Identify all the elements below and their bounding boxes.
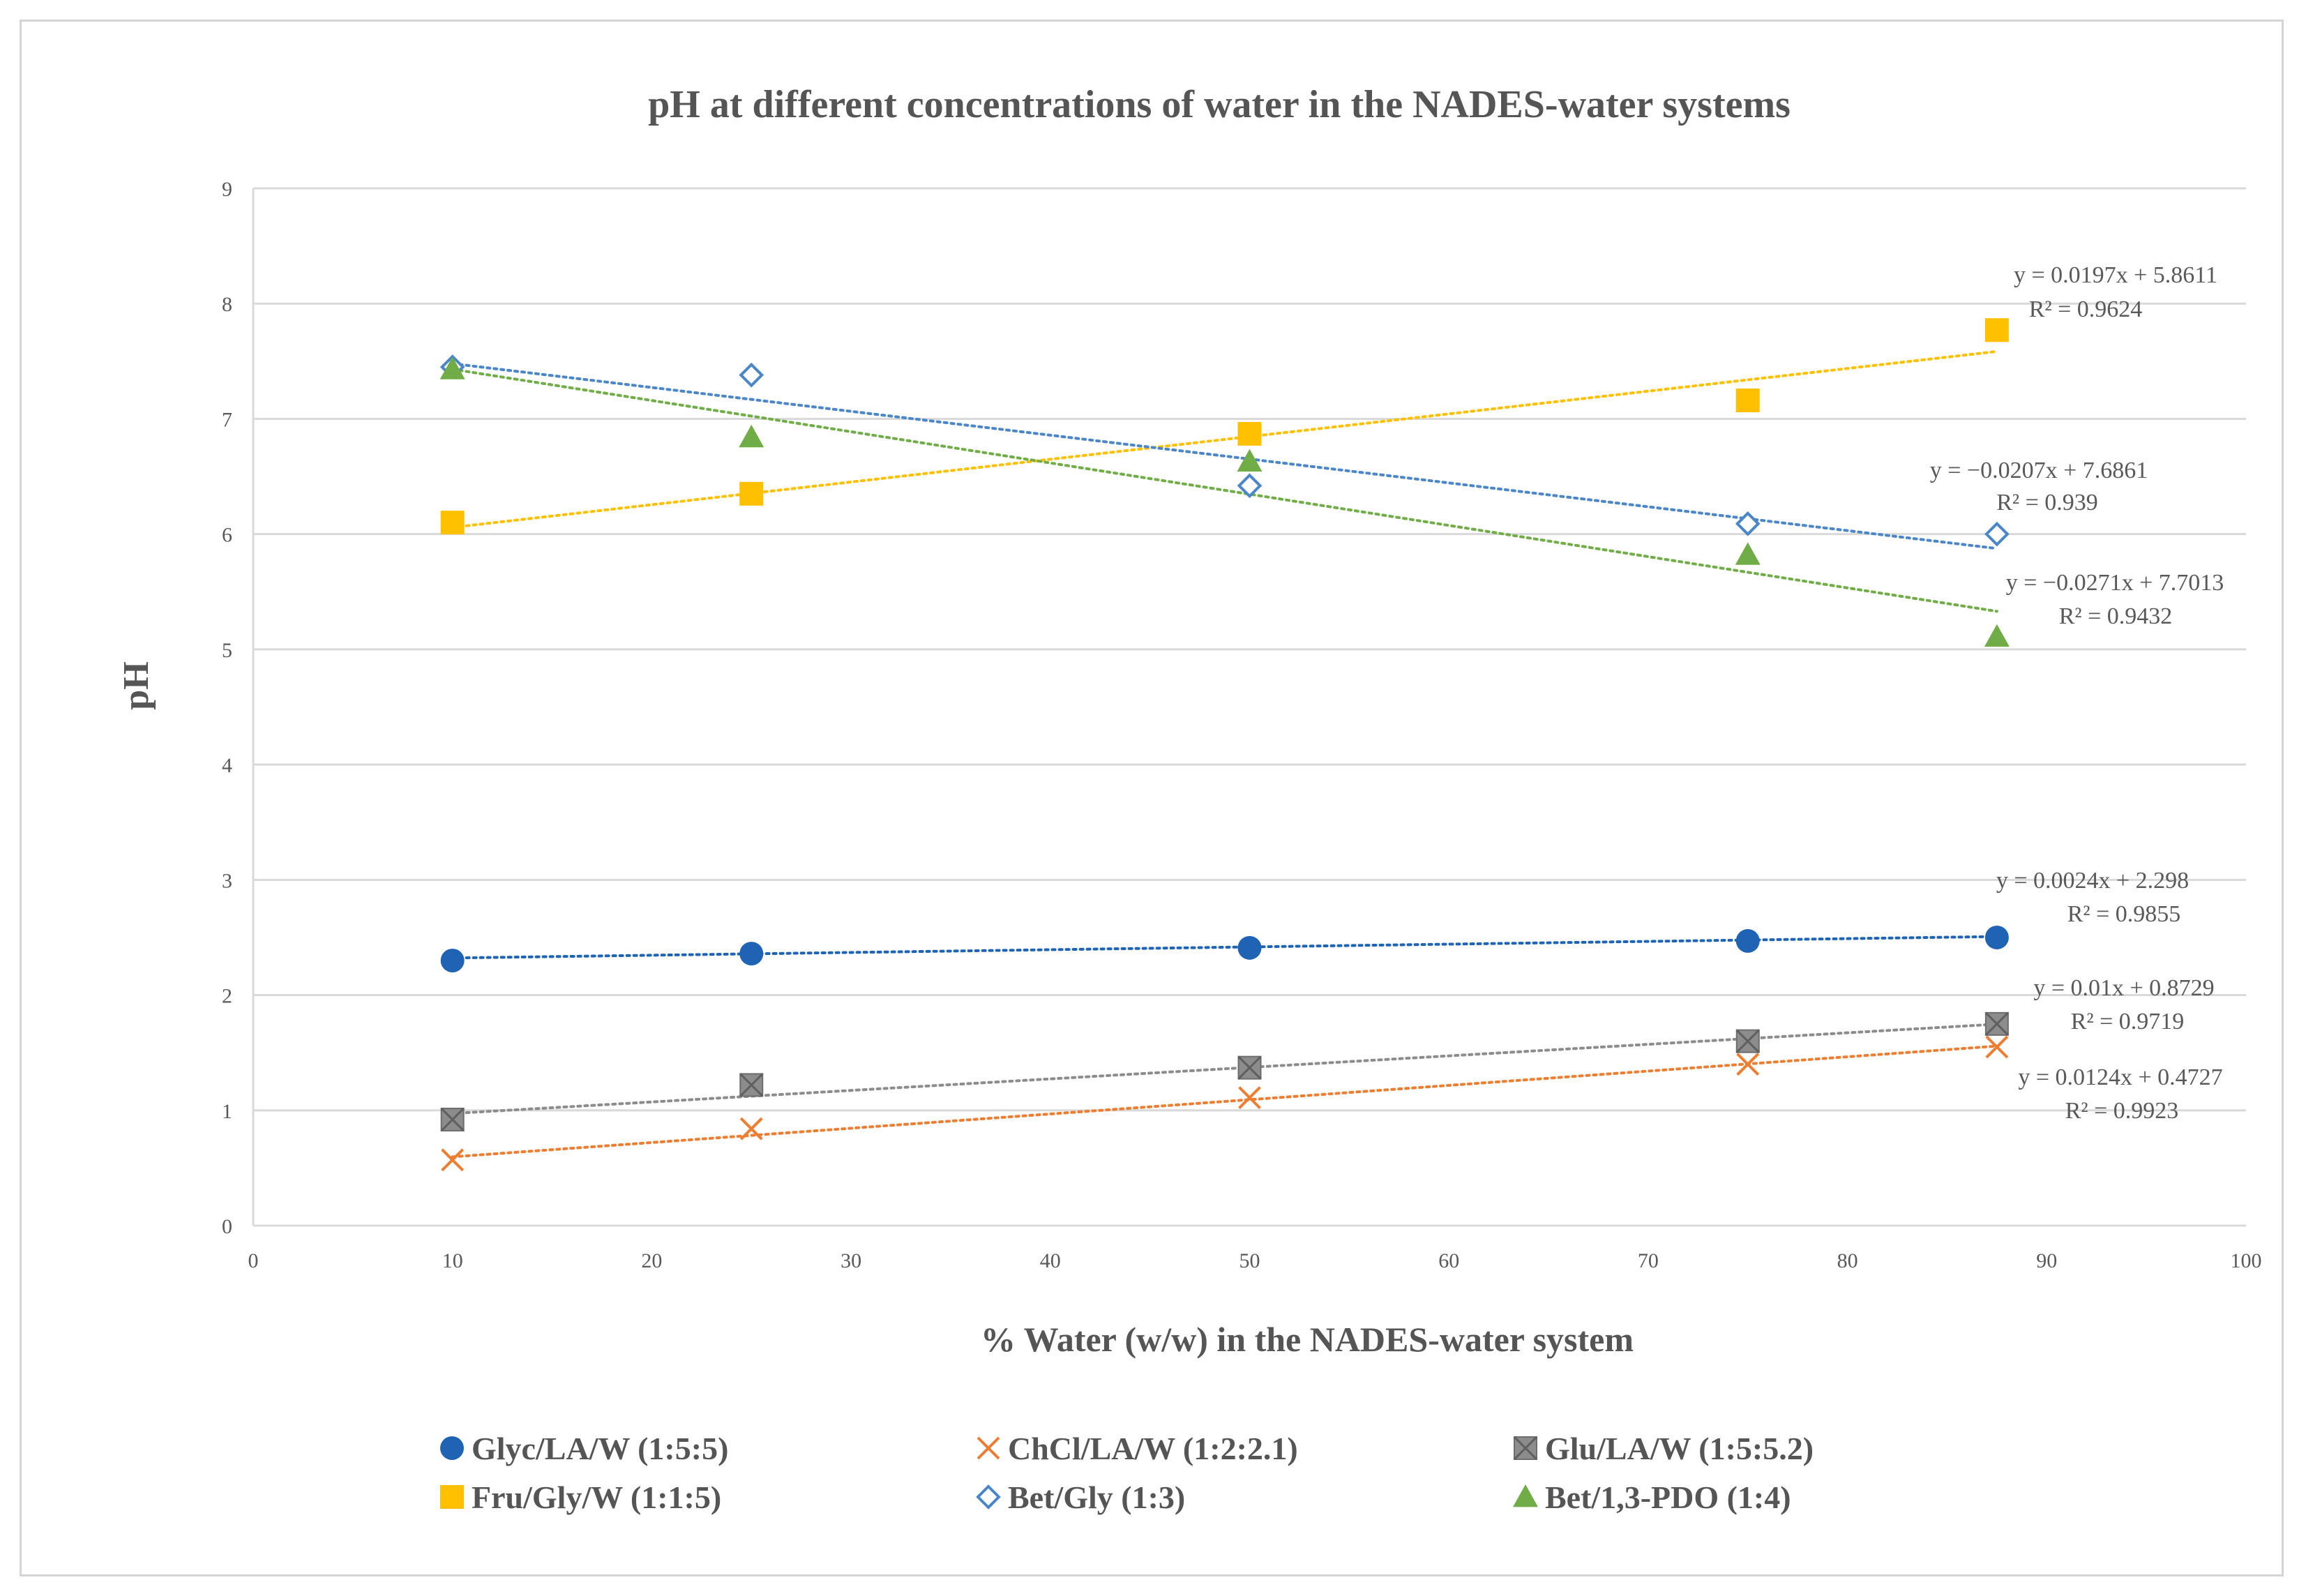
legend-marker: [440, 1436, 464, 1460]
x-axis-label: % Water (w/w) in the NADES-water system: [981, 1320, 1634, 1359]
legend: Glyc/LA/W (1:5:5) ChCl/LA/W (1:2:2.1) Glu/…: [440, 1431, 1814, 1515]
legend-label: Glu/LA/W (1:5:5.2): [1545, 1431, 1814, 1466]
x-tick-label: 60: [1438, 1249, 1459, 1272]
x-tick-label: 0: [248, 1249, 259, 1272]
gridlines: [253, 187, 2246, 1227]
data-point-series-5: [739, 424, 764, 448]
data-point-series-0: [1735, 928, 1760, 953]
legend-item: Glu/LA/W (1:5:5.2): [1513, 1431, 1814, 1466]
trendline-r2: R² = 0.9432: [2059, 603, 2173, 629]
y-tick-label: 9: [222, 178, 232, 201]
trendline-4: [451, 362, 1998, 550]
data-point-series-4: [739, 362, 764, 388]
data-point-series-0: [440, 948, 465, 972]
y-tick-label: 0: [222, 1215, 232, 1238]
data-point-series-2: [440, 1107, 465, 1132]
legend-label: Bet/Gly (1:3): [1008, 1480, 1185, 1515]
legend-item: ChCl/LA/W (1:2:2.1): [977, 1431, 1298, 1466]
data-point-series-5: [1984, 624, 2010, 647]
data-point-series-3: [739, 481, 764, 506]
chart-title: pH at different concentrations of water …: [648, 83, 1791, 126]
legend-item: Glyc/LA/W (1:5:5): [440, 1431, 728, 1466]
data-point-series-1: [441, 1148, 465, 1172]
legend-marker: [1513, 1436, 1538, 1461]
data-point-series-1: [1985, 1035, 2009, 1059]
trendline-r2: R² = 0.939: [1996, 490, 2098, 515]
trendline-0: [451, 935, 1998, 960]
data-point-series-3: [440, 511, 465, 535]
legend-marker: [1513, 1484, 1538, 1507]
legend-marker: [977, 1436, 1000, 1460]
data-point-series-3: [1984, 318, 2009, 342]
x-tick-label: 50: [1239, 1249, 1260, 1272]
trendline-5: [451, 368, 1998, 613]
trendline-equation: y = −0.0271x + 7.7013: [2006, 570, 2224, 596]
y-tick-label: 5: [222, 639, 232, 662]
trendline-equation: y = 0.0197x + 5.8611: [2014, 262, 2217, 288]
y-tick-label: 8: [222, 293, 232, 316]
legend-label: Bet/1,3-PDO (1:4): [1545, 1480, 1791, 1515]
trendline-r2: R² = 0.9719: [2071, 1009, 2185, 1034]
trendline-equation: y = 0.0024x + 2.298: [1996, 868, 2189, 894]
legend-item: Bet/Gly (1:3): [976, 1480, 1185, 1515]
x-tick-label: 70: [1638, 1249, 1659, 1272]
data-point-series-2: [1735, 1029, 1760, 1053]
y-tick-label: 2: [222, 985, 232, 1008]
y-tick-label: 4: [222, 754, 232, 777]
x-tick-label: 30: [841, 1249, 861, 1272]
y-tick-label: 7: [222, 408, 232, 431]
data-point-series-1: [1736, 1053, 1760, 1076]
data-point-series-2: [1984, 1011, 2009, 1036]
x-tick-label: 100: [2231, 1249, 2262, 1272]
y-axis-label: pH: [116, 661, 156, 709]
legend-item: Fru/Gly/W (1:1:5): [440, 1480, 721, 1515]
data-point-series-1: [739, 1117, 763, 1140]
legend-item: Bet/1,3-PDO (1:4): [1513, 1480, 1791, 1515]
trendline-r2: R² = 0.9923: [2065, 1098, 2179, 1124]
data-point-series-2: [1237, 1055, 1262, 1080]
data-point-series-0: [1984, 925, 2009, 949]
trendlines: [451, 349, 1998, 1159]
y-tick-label: 3: [222, 869, 232, 892]
x-tick-label: 90: [2036, 1249, 2057, 1272]
legend-label: Glyc/LA/W (1:5:5): [472, 1431, 728, 1466]
data-point-series-3: [1237, 421, 1262, 446]
chart-frame: [20, 20, 2284, 1576]
x-tick-label: 10: [442, 1249, 463, 1272]
trendline-equation: y = 0.0124x + 0.4727: [2018, 1064, 2222, 1090]
y-tick-label: 6: [222, 524, 232, 547]
data-point-series-2: [739, 1073, 764, 1097]
data-point-series-4: [1735, 511, 1761, 536]
data-point-series-0: [739, 942, 764, 966]
legend-marker: [440, 1485, 464, 1509]
data-point-series-5: [439, 356, 465, 379]
x-tick-label: 40: [1040, 1249, 1061, 1272]
trendline-3: [451, 349, 1998, 529]
data-point-series-1: [1238, 1086, 1261, 1110]
trendline-equation: y = −0.0207x + 7.6861: [1930, 458, 2148, 483]
data-point-series-5: [1735, 542, 1761, 565]
data-points: [439, 318, 2010, 1172]
trendline-1: [451, 1044, 1998, 1159]
data-point-series-4: [1984, 521, 2010, 547]
trendline-annotations: y = 0.0024x + 2.298 R² = 0.9855 y = 0.0124…: [1930, 262, 2224, 1124]
trendline-r2: R² = 0.9855: [2067, 901, 2181, 927]
data-point-series-0: [1237, 935, 1262, 960]
data-point-series-4: [1237, 473, 1263, 499]
trendline-r2: R² = 0.9624: [2029, 296, 2143, 322]
x-tick-label: 20: [641, 1249, 662, 1272]
legend-label: ChCl/LA/W (1:2:2.1): [1008, 1431, 1298, 1466]
data-point-series-3: [1735, 389, 1760, 413]
y-tick-label: 1: [222, 1100, 232, 1123]
legend-label: Fru/Gly/W (1:1:5): [472, 1480, 721, 1515]
trendline-equation: y = 0.01x + 0.8729: [2033, 975, 2214, 1001]
data-point-series-5: [1237, 449, 1263, 472]
legend-marker: [976, 1484, 1001, 1510]
x-tick-label: 80: [1837, 1249, 1858, 1272]
